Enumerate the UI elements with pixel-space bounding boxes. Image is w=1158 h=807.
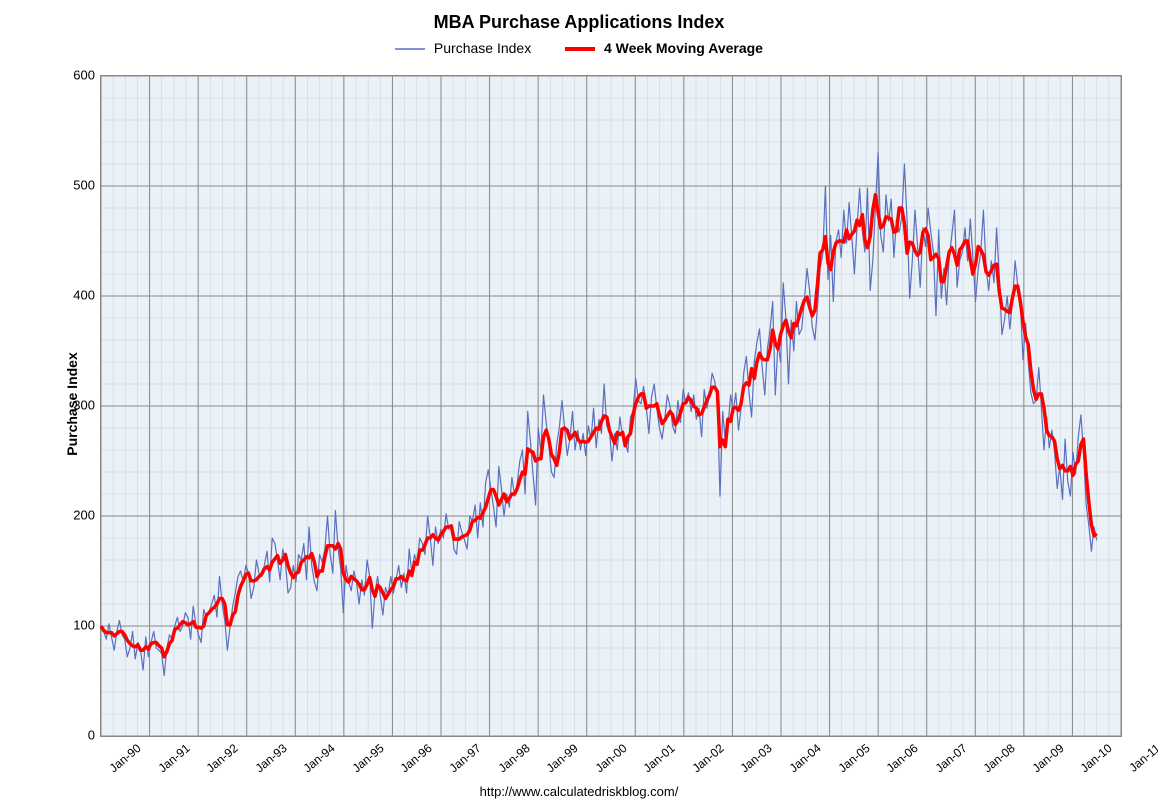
xtick-label: Jan-91 xyxy=(155,741,192,775)
legend-label-purchase: Purchase Index xyxy=(434,40,531,56)
xtick-label: Jan-93 xyxy=(252,741,289,775)
xtick-label: Jan-02 xyxy=(689,741,726,775)
legend-item-purchase: Purchase Index xyxy=(395,40,531,57)
ytick-label: 100 xyxy=(73,618,95,633)
xtick-label: Jan-07 xyxy=(932,741,969,775)
plot-svg xyxy=(101,76,1121,736)
xtick-label: Jan-00 xyxy=(592,741,629,775)
xtick-label: Jan-95 xyxy=(349,741,386,775)
ytick-label: 300 xyxy=(73,398,95,413)
xtick-label: Jan-98 xyxy=(495,741,532,775)
ytick-label: 0 xyxy=(88,728,95,743)
xtick-label: Jan-08 xyxy=(981,741,1018,775)
chart-footer: http://www.calculatedriskblog.com/ xyxy=(0,784,1158,799)
xtick-label: Jan-10 xyxy=(1078,741,1115,775)
legend-item-ma: 4 Week Moving Average xyxy=(565,40,763,57)
xtick-label: Jan-03 xyxy=(738,741,775,775)
xtick-label: Jan-06 xyxy=(884,741,921,775)
ytick-label: 500 xyxy=(73,178,95,193)
xtick-label: Jan-11 xyxy=(1126,741,1158,775)
xtick-label: Jan-99 xyxy=(544,741,581,775)
legend-line-ma xyxy=(565,41,595,57)
ytick-label: 200 xyxy=(73,508,95,523)
xtick-label: Jan-96 xyxy=(398,741,435,775)
ytick-label: 600 xyxy=(73,68,95,83)
chart-title: MBA Purchase Applications Index xyxy=(0,12,1158,33)
xtick-label: Jan-04 xyxy=(787,741,824,775)
xtick-label: Jan-94 xyxy=(301,741,338,775)
xtick-label: Jan-09 xyxy=(1029,741,1066,775)
legend-label-ma: 4 Week Moving Average xyxy=(604,40,763,56)
xtick-label: Jan-90 xyxy=(107,741,144,775)
plot-area xyxy=(100,75,1122,737)
legend-line-purchase xyxy=(395,41,425,57)
xtick-label: Jan-05 xyxy=(835,741,872,775)
ytick-label: 400 xyxy=(73,288,95,303)
xtick-label: Jan-97 xyxy=(447,741,484,775)
legend: Purchase Index 4 Week Moving Average xyxy=(0,40,1158,57)
chart-container: MBA Purchase Applications Index Purchase… xyxy=(0,0,1158,807)
xtick-label: Jan-01 xyxy=(641,741,678,775)
xtick-label: Jan-92 xyxy=(204,741,241,775)
